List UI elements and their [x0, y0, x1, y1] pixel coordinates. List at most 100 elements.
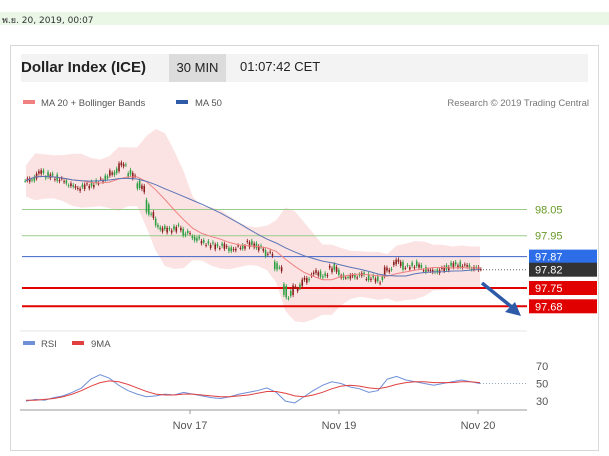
candle-body	[358, 274, 361, 276]
bollinger-legend-swatch	[23, 100, 35, 104]
candle-body	[90, 181, 93, 186]
candle-body	[404, 267, 407, 269]
candle-body	[207, 241, 210, 244]
candle-body	[388, 269, 391, 272]
candle-body	[141, 185, 143, 189]
candle-body	[402, 261, 404, 270]
candle-body	[260, 245, 262, 247]
candle-body	[150, 213, 152, 215]
bollinger-band-area	[26, 129, 480, 323]
ma20-line	[25, 175, 480, 281]
candle-body	[271, 254, 274, 256]
interval-button[interactable]: 30 MIN	[169, 54, 226, 82]
candle-body	[28, 178, 31, 182]
candle-body	[159, 227, 162, 230]
level-label: 98.05	[535, 205, 563, 217]
candle-body	[148, 204, 150, 215]
candle-body	[253, 243, 255, 248]
credit-text: Research © 2019 Trading Central	[447, 98, 589, 109]
forecast-arrow	[480, 281, 521, 316]
rsi-tick-label: 70	[536, 361, 548, 373]
candle-body	[26, 178, 29, 181]
level-label-box	[529, 299, 597, 314]
candle-body	[79, 188, 81, 191]
x-tick-label: Nov 19	[322, 420, 357, 432]
candle-body	[106, 176, 109, 179]
candle-body	[292, 285, 294, 295]
candle-body	[447, 267, 450, 271]
candle-body	[168, 227, 171, 230]
candle-body	[278, 267, 281, 269]
candle-body	[177, 224, 180, 226]
candle-body	[184, 233, 187, 236]
candle-body	[262, 248, 265, 251]
candle-body	[58, 180, 61, 182]
candle-body	[186, 230, 189, 233]
candle-body	[241, 245, 244, 249]
rsi-legend-label: RSI	[41, 339, 57, 350]
candle-body	[315, 270, 317, 273]
candle-body	[443, 267, 446, 271]
candle-body	[200, 240, 203, 244]
candle-body	[232, 249, 235, 251]
candle-body	[331, 268, 333, 273]
candle-body	[122, 164, 125, 167]
candle-body	[218, 248, 221, 250]
chart-header: Dollar Index (ICE) 30 MIN 01:07:42 CET	[21, 54, 588, 82]
candle-body	[365, 279, 368, 281]
candle-body	[104, 175, 107, 181]
candle-body	[395, 259, 397, 265]
candle-body	[129, 169, 132, 175]
candle-body	[164, 226, 166, 229]
candle-body	[88, 186, 91, 189]
candle-body	[406, 265, 409, 267]
candle-body	[70, 183, 72, 187]
candle-body	[356, 277, 358, 279]
candle-body	[154, 218, 157, 226]
candle-body	[170, 230, 173, 233]
candle-body	[287, 298, 290, 300]
candle-body	[214, 244, 217, 250]
candle-body	[47, 172, 49, 177]
x-tick-label: Nov 20	[461, 420, 496, 432]
candle-body	[333, 264, 336, 270]
candle-body	[420, 264, 423, 268]
candle-body	[115, 168, 118, 173]
candle-body	[138, 180, 141, 188]
candle-body	[308, 278, 310, 281]
candle-body	[466, 265, 468, 267]
level-label-box	[529, 281, 597, 295]
candle-body	[459, 261, 462, 268]
candle-body	[145, 199, 148, 213]
candle-body	[480, 269, 482, 271]
candle-body	[381, 276, 384, 281]
candle-body	[349, 275, 352, 279]
candle-body	[86, 183, 88, 185]
candle-body	[212, 242, 214, 244]
candle-body	[441, 267, 443, 269]
candle-body	[221, 243, 223, 246]
candle-body	[457, 265, 459, 268]
candle-body	[81, 184, 84, 188]
candle-body	[370, 278, 372, 281]
candle-body	[285, 286, 288, 298]
candle-body	[72, 185, 75, 187]
candle-body	[38, 171, 40, 174]
candle-body	[51, 173, 54, 176]
candle-body	[191, 236, 194, 239]
level-label-box	[529, 262, 597, 277]
candle-body	[209, 244, 212, 248]
candle-body	[44, 177, 47, 179]
level-label-box	[529, 249, 597, 264]
level-label: 97.87	[535, 252, 563, 264]
candle-body	[251, 240, 253, 245]
candle-body	[273, 261, 276, 270]
ma9-legend-label: 9MA	[91, 339, 111, 350]
candle-body	[267, 253, 269, 255]
clock-text: 01:07:42 CET	[240, 59, 321, 74]
candle-body	[134, 175, 136, 177]
candle-body	[425, 267, 427, 273]
candle-body	[296, 288, 299, 292]
candle-body	[450, 262, 452, 266]
level-label: 97.68	[535, 301, 563, 313]
